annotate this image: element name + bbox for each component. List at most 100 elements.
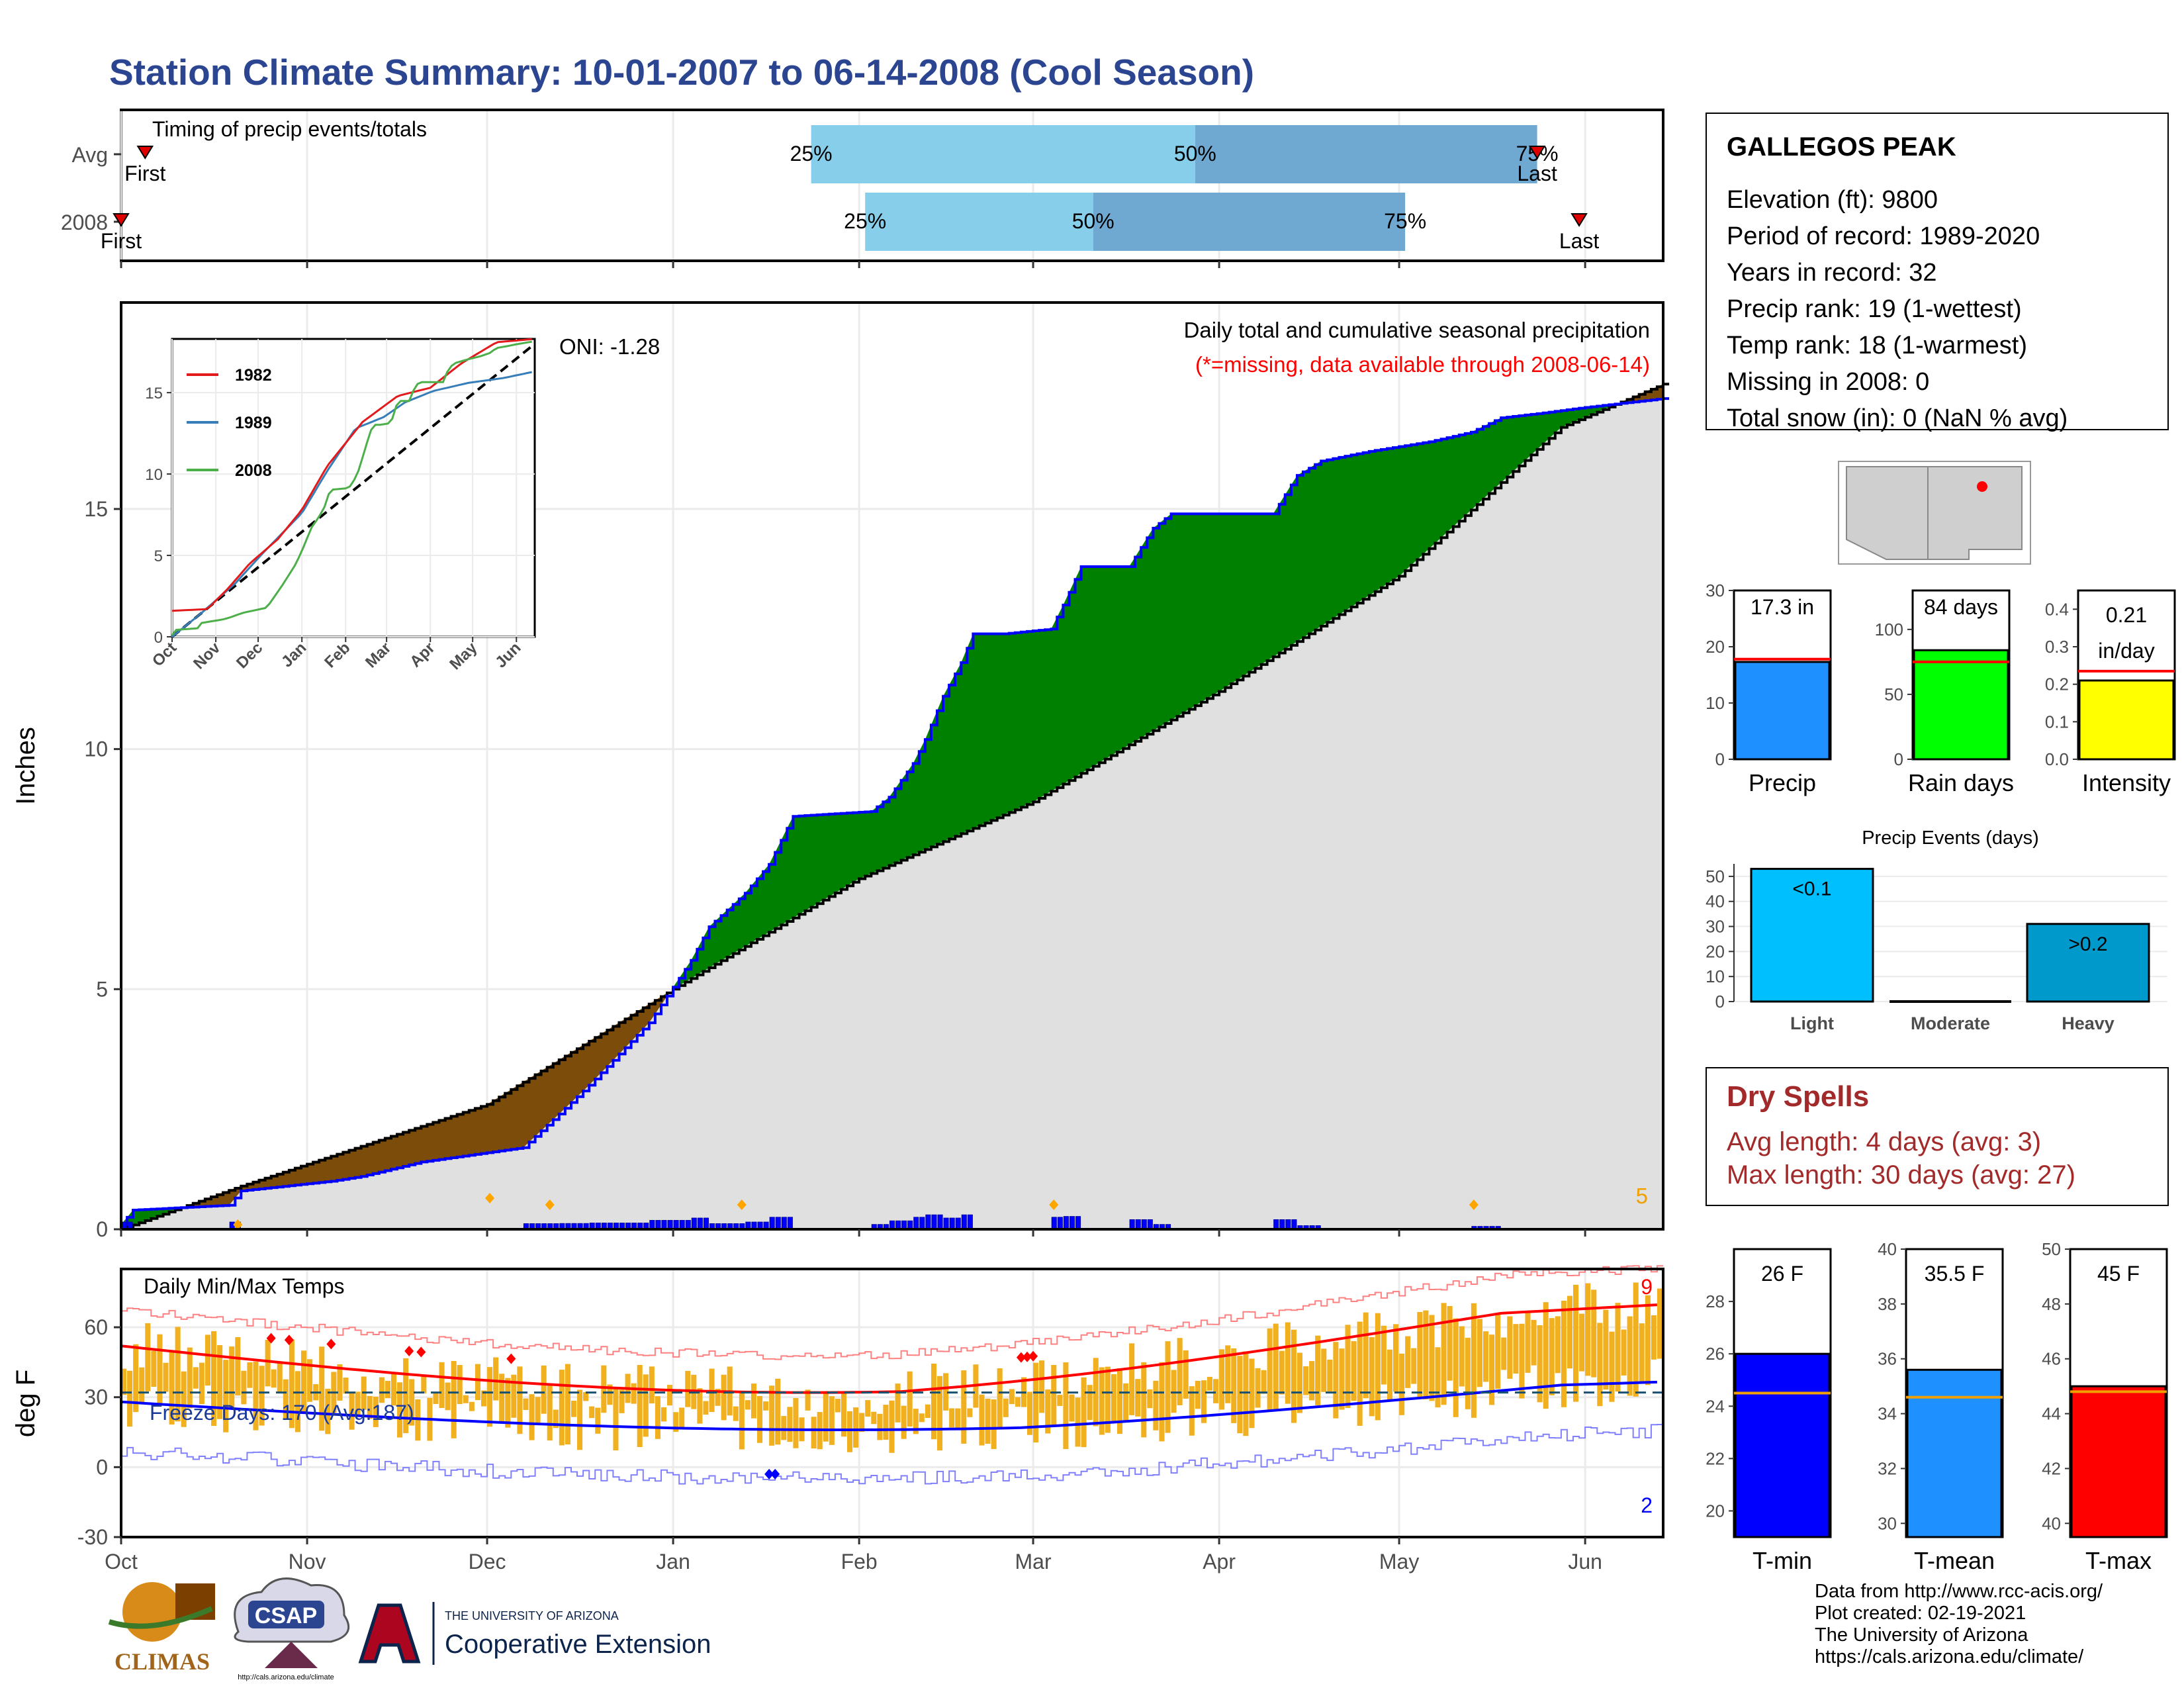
- daily-temp-range-bar: [1489, 1335, 1495, 1405]
- daily-temp-range-bar: [493, 1357, 499, 1401]
- daily-temp-range-bar: [169, 1351, 175, 1425]
- temp-ytick-label: 60: [84, 1315, 108, 1339]
- temp-ylabel: deg F: [11, 1370, 40, 1437]
- station-info-line: Precip rank: 19 (1-wettest): [1727, 295, 2022, 323]
- daily-temp-range-bar: [1615, 1303, 1621, 1392]
- precip-panel: Daily total and cumulative seasonal prec…: [11, 301, 1670, 1241]
- daily-temp-range-bar: [343, 1378, 349, 1394]
- map-arizona: [1846, 466, 1929, 560]
- timing-bar-50-75: [1093, 193, 1406, 251]
- daily-temp-range-bar: [277, 1363, 283, 1392]
- daily-temp-range-bar: [853, 1407, 859, 1448]
- daily-temp-range-bar: [595, 1407, 601, 1434]
- temp-bar-2-ytick-label: 50: [2042, 1239, 2061, 1259]
- daily-precip-bar: [775, 1217, 781, 1230]
- csap-logo-mountain: [265, 1642, 318, 1668]
- daily-temp-range-bar: [1297, 1352, 1303, 1413]
- temp-bar-1-label: T-mean: [1914, 1547, 1995, 1574]
- daily-temp-range-bar: [1543, 1302, 1549, 1409]
- daily-temp-range-bar: [901, 1405, 907, 1439]
- daily-temp-range-bar: [1519, 1323, 1525, 1399]
- daily-temp-range-bar: [283, 1379, 289, 1420]
- daily-temp-range-bar: [1116, 1368, 1123, 1434]
- daily-temp-range-bar: [697, 1388, 703, 1424]
- daily-temp-range-bar: [1579, 1313, 1585, 1372]
- daily-temp-range-bar: [577, 1389, 583, 1450]
- credit-line: https://cals.arizona.edu/climate/: [1815, 1646, 2084, 1667]
- daily-temp-range-bar: [1201, 1380, 1206, 1423]
- timing-last-marker: [1570, 213, 1588, 227]
- daily-temp-range-bar: [1567, 1295, 1573, 1369]
- daily-temp-range-bar: [1183, 1350, 1189, 1399]
- daily-temp-range-bar: [1026, 1391, 1033, 1435]
- timing-first-label: First: [124, 162, 165, 185]
- daily-temp-range-bar: [217, 1345, 223, 1419]
- daily-temp-range-bar: [1351, 1341, 1357, 1401]
- snow-marker: [1049, 1199, 1059, 1210]
- temp-bar-1-ytick-label: 34: [1878, 1404, 1897, 1424]
- daily-temp-range-bar: [1249, 1358, 1255, 1429]
- snow-marker: [545, 1199, 555, 1210]
- daily-temp-range-bar: [1411, 1348, 1417, 1384]
- record-low-marker: [770, 1468, 780, 1479]
- daily-temp-range-bar: [337, 1364, 343, 1401]
- inset-ytick-label: 15: [145, 385, 163, 402]
- daily-temp-range-bar: [1111, 1374, 1116, 1423]
- daily-temp-range-bar: [1291, 1329, 1297, 1423]
- daily-temp-range-bar: [523, 1398, 529, 1411]
- daily-precip-bar: [679, 1220, 685, 1230]
- mini-bar-2-bar: [2078, 679, 2175, 761]
- daily-precip-bar: [1291, 1219, 1297, 1230]
- daily-precip-bar: [937, 1214, 943, 1230]
- timing-bar-25-50: [811, 125, 1195, 183]
- daily-temp-range-bar: [1531, 1319, 1537, 1366]
- daily-temp-range-bar: [529, 1394, 535, 1440]
- climas-logo-sun: [122, 1582, 182, 1642]
- csap-logo-url: http://cals.arizona.edu/climate: [238, 1673, 334, 1681]
- daily-temp-range-bar: [1369, 1337, 1375, 1417]
- daily-temp-range-bar: [390, 1372, 397, 1406]
- station-info-line: Years in record: 32: [1727, 259, 1937, 287]
- temp-bar-1-bar: [1906, 1368, 2003, 1538]
- inset-series-2008: [171, 340, 532, 636]
- temp-bar-2-ytick-label: 42: [2042, 1458, 2061, 1478]
- ua-logo-big-text: Cooperative Extension: [445, 1630, 711, 1659]
- daily-temp-range-bar: [1273, 1323, 1279, 1411]
- daily-temp-range-bar: [805, 1389, 811, 1411]
- daily-temp-range-bar: [1243, 1351, 1249, 1436]
- timing-last-label: Last: [1559, 229, 1600, 253]
- dry-spells-box: Dry Spells Avg length: 4 days (avg: 3) M…: [1706, 1067, 2169, 1206]
- csap-logo-text: CSAP: [255, 1603, 317, 1628]
- precip-below-normal-area: [187, 992, 667, 1207]
- daily-temp-range-bar: [955, 1408, 961, 1430]
- temp-bar-2-ytick-label: 40: [2042, 1513, 2061, 1533]
- precip-ytick-label: 5: [96, 977, 108, 1001]
- daily-temp-range-bar: [469, 1401, 475, 1411]
- daily-temp-range-bar: [289, 1339, 295, 1429]
- daily-temp-range-bar: [349, 1391, 355, 1430]
- daily-temp-range-bar: [1621, 1329, 1627, 1376]
- daily-temp-range-bar: [409, 1379, 415, 1426]
- daily-precip-bar: [961, 1214, 967, 1230]
- daily-temp-range-bar: [607, 1384, 613, 1405]
- station-info-line: Total snow (in): 0 (NaN % avg): [1727, 404, 2068, 432]
- timing-last-marker: [1528, 146, 1546, 160]
- station-info-box: GALLEGOS PEAK Elevation (ft): 9800 Perio…: [1706, 113, 2169, 432]
- timing-p25-label: 25%: [844, 209, 886, 233]
- precip-heading: Daily total and cumulative seasonal prec…: [1184, 318, 1650, 342]
- csap-logo: CSAP http://cals.arizona.edu/climate: [234, 1577, 350, 1681]
- daily-precip-bar: [1075, 1216, 1081, 1230]
- daily-temp-range-bar: [300, 1350, 307, 1413]
- daily-precip-bar: [931, 1214, 937, 1230]
- daily-temp-range-bar: [1309, 1361, 1315, 1401]
- daily-temp-range-bar: [811, 1417, 817, 1449]
- record-high-marker: [284, 1335, 294, 1346]
- precip-ytick-label: 0: [96, 1217, 108, 1241]
- daily-temp-range-bar: [751, 1383, 757, 1419]
- daily-temp-range-bar: [1171, 1370, 1177, 1413]
- month-label: Jan: [656, 1550, 690, 1573]
- daily-temp-range-bar: [565, 1364, 570, 1445]
- ua-logo-small-text: THE UNIVERSITY OF ARIZONA: [445, 1609, 619, 1622]
- temp-bar-0-ytick-label: 20: [1706, 1501, 1725, 1521]
- daily-temp-range-bar: [379, 1377, 385, 1403]
